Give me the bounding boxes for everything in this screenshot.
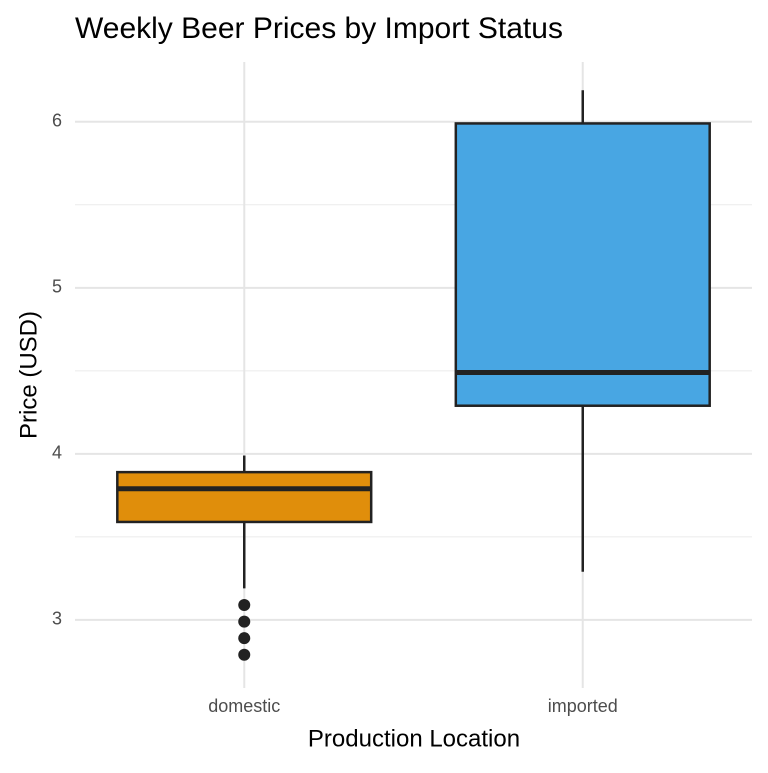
box bbox=[116, 470, 373, 524]
box bbox=[454, 122, 711, 407]
chart-title: Weekly Beer Prices by Import Status bbox=[75, 12, 563, 45]
y-tick-label: 4 bbox=[52, 443, 62, 463]
y-tick-label: 5 bbox=[52, 277, 62, 297]
outlier bbox=[238, 648, 251, 661]
x-tick-label: domestic bbox=[208, 696, 280, 716]
y-tick-label: 6 bbox=[52, 111, 62, 131]
x-tick-label: imported bbox=[548, 696, 618, 716]
y-axis-title: Price (USD) bbox=[15, 311, 42, 439]
outlier bbox=[238, 615, 251, 628]
outlier bbox=[238, 598, 251, 611]
x-axis-title: Production Location bbox=[308, 725, 520, 752]
outlier bbox=[238, 632, 251, 645]
y-tick-label: 3 bbox=[52, 609, 62, 629]
